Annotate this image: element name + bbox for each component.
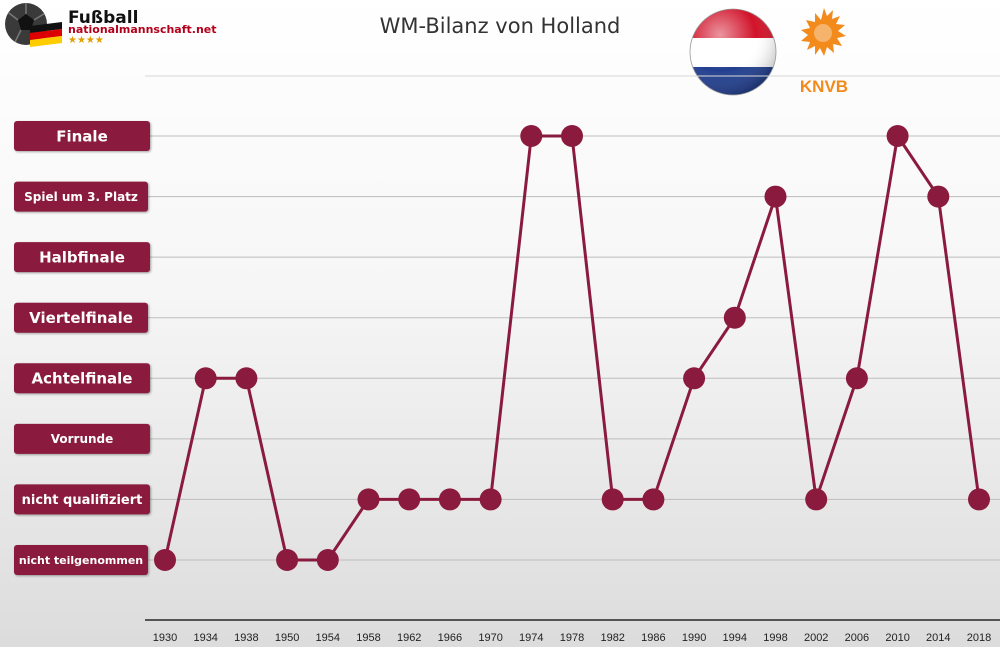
level-label: Finale: [56, 127, 108, 145]
x-tick-label: 1982: [600, 632, 624, 644]
level-label-box: [14, 545, 148, 575]
series-holland: [154, 125, 990, 571]
x-tick-label: 1938: [234, 632, 258, 644]
x-axis: 1930 1934 1938 1950 1954 1958 1962 1966 1970 1974…: [145, 619, 1000, 644]
x-tick-label: 2014: [926, 632, 950, 644]
data-point: [642, 488, 665, 511]
chart-title: WM-Bilanz von Holland: [380, 14, 621, 38]
data-point: [886, 125, 909, 147]
x-tick-label: 1930: [153, 632, 177, 644]
x-tick-label: 1966: [438, 632, 462, 644]
data-point: [194, 367, 217, 390]
data-point: [520, 125, 543, 147]
level-label-box: [14, 484, 150, 515]
x-tick-label: 1978: [560, 632, 584, 644]
data-point: [764, 185, 787, 208]
x-tick-label: 1962: [397, 632, 421, 644]
data-point: [276, 549, 299, 571]
level-label: Halbfinale: [39, 249, 125, 267]
x-tick-label: 1974: [519, 632, 543, 644]
x-tick-label: 1950: [275, 632, 299, 644]
netherlands-flag-icon: [689, 8, 777, 96]
data-point: [927, 185, 950, 208]
level-label-box: [14, 423, 150, 454]
level-label-box: [14, 242, 150, 273]
x-tick-label: 1986: [641, 632, 665, 644]
data-point: [845, 367, 868, 390]
level-label: Achtelfinale: [32, 370, 133, 388]
site-logo: Fußball nationalmannschaft.net ★★★★: [5, 3, 217, 47]
data-point: [316, 549, 339, 571]
germany-flag-icon: [30, 22, 62, 47]
data-point: [601, 488, 624, 511]
data-point: [357, 488, 380, 511]
level-label: Viertelfinale: [29, 309, 133, 327]
data-point: [154, 549, 176, 571]
knvb-lion-icon: KNVB: [800, 8, 848, 96]
x-tick-label: 1954: [316, 632, 340, 644]
x-tick-label: 1958: [356, 632, 380, 644]
level-label-box: [14, 121, 150, 151]
data-point: [968, 488, 990, 511]
level-label-box: [14, 363, 150, 394]
x-tick-label: 1970: [478, 632, 502, 644]
data-point: [805, 488, 828, 511]
logo-stars: ★★★★: [68, 35, 104, 46]
data-point: [438, 488, 461, 511]
data-point: [398, 488, 421, 511]
level-label: nicht teilgenommen: [19, 554, 143, 567]
logo-subtitle: nationalmannschaft.net: [68, 23, 217, 36]
x-tick-label: 2002: [804, 632, 828, 644]
series-line: [163, 132, 981, 562]
x-tick-label: 1990: [682, 632, 706, 644]
level-label: Vorrunde: [51, 432, 114, 446]
data-point: [561, 125, 583, 147]
data-point: [723, 306, 746, 329]
level-labels: nicht teilgenommen nicht qualifiziert Vorr…: [14, 121, 150, 575]
x-tick-label: 2018: [967, 632, 991, 644]
x-tick-label: 1934: [193, 632, 217, 644]
x-tick-label: 1994: [723, 632, 747, 644]
logo-title: Fußball: [68, 8, 138, 28]
x-tick-label: 1998: [763, 632, 787, 644]
level-label-box: [14, 181, 148, 212]
level-label: Spiel um 3. Platz: [24, 190, 138, 204]
x-tick-label: 2006: [845, 632, 869, 644]
x-tick-label: 2010: [885, 632, 909, 644]
level-label-box: [14, 302, 148, 333]
knvb-badge-text: KNVB: [800, 77, 848, 96]
data-point: [235, 367, 258, 390]
data-point: [479, 488, 502, 511]
data-point: [683, 367, 706, 390]
level-label: nicht qualifiziert: [22, 493, 143, 508]
